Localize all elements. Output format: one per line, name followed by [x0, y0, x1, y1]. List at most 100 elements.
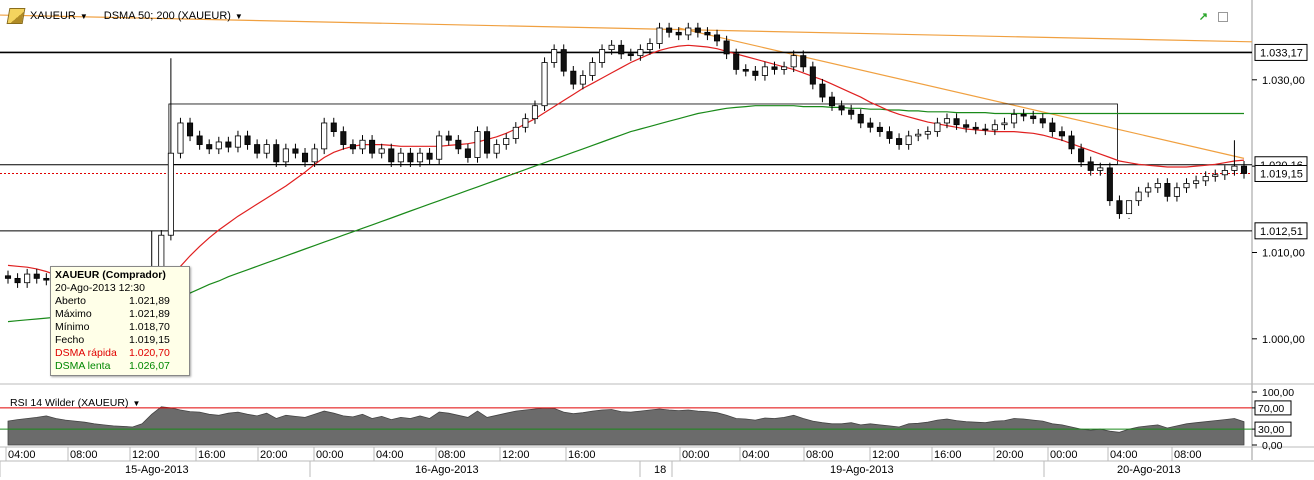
candle-body: [1164, 183, 1171, 197]
trendline-upper: [0, 14, 1253, 43]
candle-body: [1183, 183, 1190, 189]
candle-body: [407, 152, 414, 163]
candle-body: [1097, 167, 1104, 171]
candle-body: [464, 148, 471, 158]
candle-body: [225, 141, 232, 148]
indicator-label: DSMA 50; 200 (XAUEUR): [103, 10, 231, 22]
candle-body: [1116, 200, 1123, 215]
candle-body: [943, 118, 951, 124]
candle-body: [187, 122, 194, 137]
chart-toolbar: XAUEUR ▼ DSMA 50; 200 (XAUEUR) ▼: [0, 6, 243, 26]
candle-body: [263, 144, 270, 154]
trendline-down: [678, 27, 1245, 159]
window-icon[interactable]: [1218, 11, 1228, 22]
fast-ma-line: [7, 44, 1245, 304]
candle-body: [24, 273, 31, 284]
candle-body: [1154, 183, 1161, 189]
candle-body: [589, 62, 596, 76]
candle-body: [963, 124, 970, 128]
x-tick-label: 00:00: [1050, 449, 1078, 461]
candle-body: [876, 126, 883, 133]
indicator-selector[interactable]: DSMA 50; 200 (XAUEUR) ▼: [104, 10, 243, 22]
candle-body: [1231, 165, 1238, 171]
candle-body: [196, 135, 203, 145]
candle-body: [1068, 135, 1075, 150]
candle-body: [340, 131, 347, 145]
rsi-tick-label: 0,00: [1262, 440, 1283, 452]
candle-body: [234, 135, 241, 148]
candle-body: [1020, 113, 1027, 117]
chevron-down-icon: ▼: [234, 11, 243, 21]
candle-body: [378, 148, 385, 154]
x-tick-label: 04:00: [742, 449, 770, 461]
x-tick-label: 04:00: [376, 449, 404, 461]
date-label: 19-Ago-2013: [830, 464, 894, 476]
rsi-tick-label: 100,00: [1262, 387, 1294, 399]
candle-body: [867, 122, 874, 128]
tooltip-row-fast-ma: DSMA rápida 1.020,70: [55, 347, 170, 359]
y-tick-label: 1.010,00: [1262, 247, 1305, 259]
candle-body: [781, 66, 788, 70]
candle-body: [924, 131, 931, 135]
candle-body: [388, 148, 395, 163]
candle-body: [512, 126, 519, 139]
candle-body: [723, 40, 730, 55]
candle-body: [1039, 118, 1046, 124]
candle-body: [254, 144, 261, 154]
x-tick-label: 20:00: [260, 449, 288, 461]
candle-body: [531, 105, 539, 120]
candle-body: [646, 43, 653, 50]
candle-body: [311, 148, 318, 163]
trend-icon[interactable]: ↗: [1198, 11, 1208, 23]
level-tag-box: [1254, 43, 1308, 61]
candle-body: [1145, 187, 1152, 193]
current-price-box: [1254, 164, 1308, 182]
candle-body: [484, 131, 491, 154]
x-tick-label: 08:00: [70, 449, 98, 461]
candle-body: [301, 152, 309, 163]
x-tick-label: 00:00: [316, 449, 344, 461]
chevron-down-icon: ▼: [79, 11, 88, 21]
candle-body: [742, 69, 749, 72]
rsi-indicator-selector[interactable]: RSI 14 Wilder (XAUEUR) ▼: [10, 397, 140, 409]
candle-body: [1011, 113, 1018, 124]
candle-body: [436, 135, 443, 160]
candle-body: [321, 122, 328, 150]
candle-body: [627, 53, 634, 57]
tooltip-row-high: Máximo 1.021,89: [55, 308, 170, 320]
level-tag-label: 1.012,51: [1260, 226, 1303, 238]
symbol-label: XAUEUR: [30, 10, 76, 22]
candle-body: [790, 55, 797, 68]
candle-body: [1135, 191, 1142, 202]
candle-body: [1049, 122, 1056, 133]
candle-body: [397, 152, 404, 163]
x-tick-label: 16:00: [934, 449, 962, 461]
tooltip-row-open: Aberto 1.021,89: [55, 295, 170, 307]
candle-body: [455, 139, 462, 150]
candle-body: [560, 49, 567, 72]
candle-body: [618, 44, 625, 55]
candle-body: [1030, 115, 1037, 120]
x-tick-label: 12:00: [132, 449, 160, 461]
symbol-selector[interactable]: XAUEUR ▼: [30, 10, 88, 22]
candle-body: [1202, 176, 1209, 182]
candle-body: [886, 131, 893, 139]
chart-tools: ↗: [1199, 10, 1228, 23]
candle-body: [330, 122, 337, 133]
slow-ma-line: [7, 105, 1244, 323]
candle-body: [1087, 161, 1094, 171]
level-tag-label: 1.033,17: [1260, 47, 1303, 59]
candle-body: [1106, 167, 1113, 202]
candle-body: [608, 44, 615, 50]
rsi-area: [7, 406, 1245, 446]
pencil-icon[interactable]: [6, 8, 26, 24]
candle-body: [733, 53, 740, 70]
tooltip-title: XAUEUR (Comprador): [55, 269, 166, 281]
level-tag-box: [1254, 222, 1308, 240]
y-tick-label: 1.000,00: [1262, 334, 1305, 346]
candle-body: [1058, 131, 1065, 137]
candle-body: [905, 135, 912, 145]
x-tick-label: 16:00: [198, 449, 226, 461]
